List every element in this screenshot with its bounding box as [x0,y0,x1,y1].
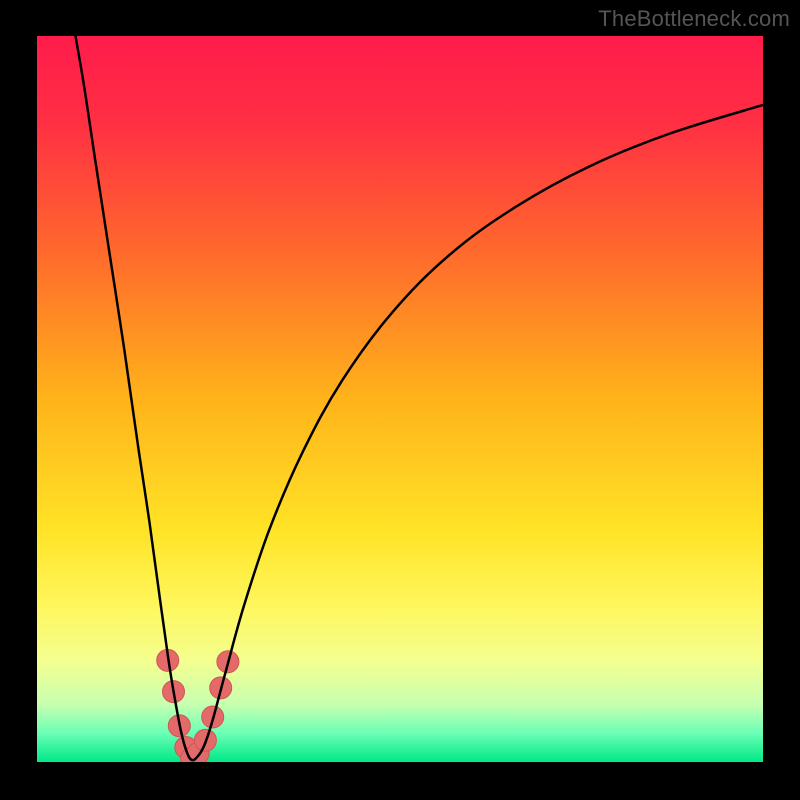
watermark-text: TheBottleneck.com [598,6,790,32]
plot-background [37,36,763,762]
bottleneck-chart [0,0,800,800]
